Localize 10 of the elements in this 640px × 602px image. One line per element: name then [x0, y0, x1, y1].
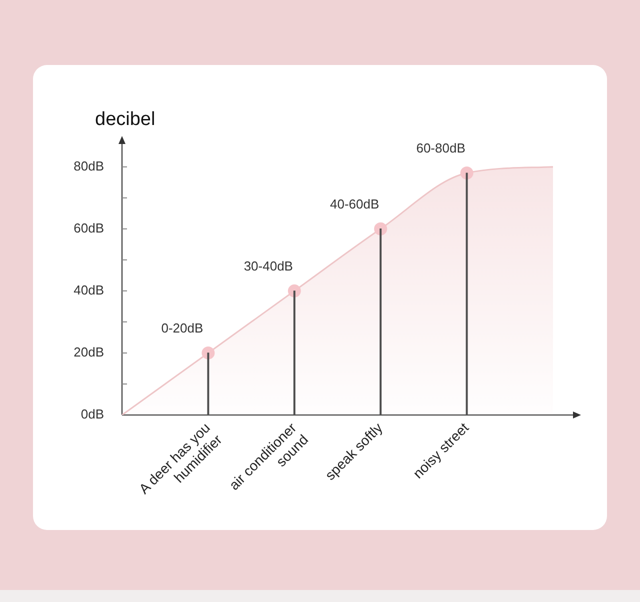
- data-label: 30-40dB: [244, 258, 293, 274]
- y-axis-title: decibel: [95, 109, 156, 130]
- y-tick-label: 80dB: [74, 158, 104, 174]
- y-tick-label: 0dB: [80, 406, 104, 422]
- data-label: 60-80dB: [416, 140, 466, 156]
- data-label: 40-60dB: [330, 196, 380, 212]
- data-label: 0-20dB: [161, 320, 204, 336]
- y-tick-label: 40dB: [74, 282, 104, 298]
- y-tick-label: 60dB: [74, 220, 104, 236]
- y-tick-label: 20dB: [74, 344, 104, 360]
